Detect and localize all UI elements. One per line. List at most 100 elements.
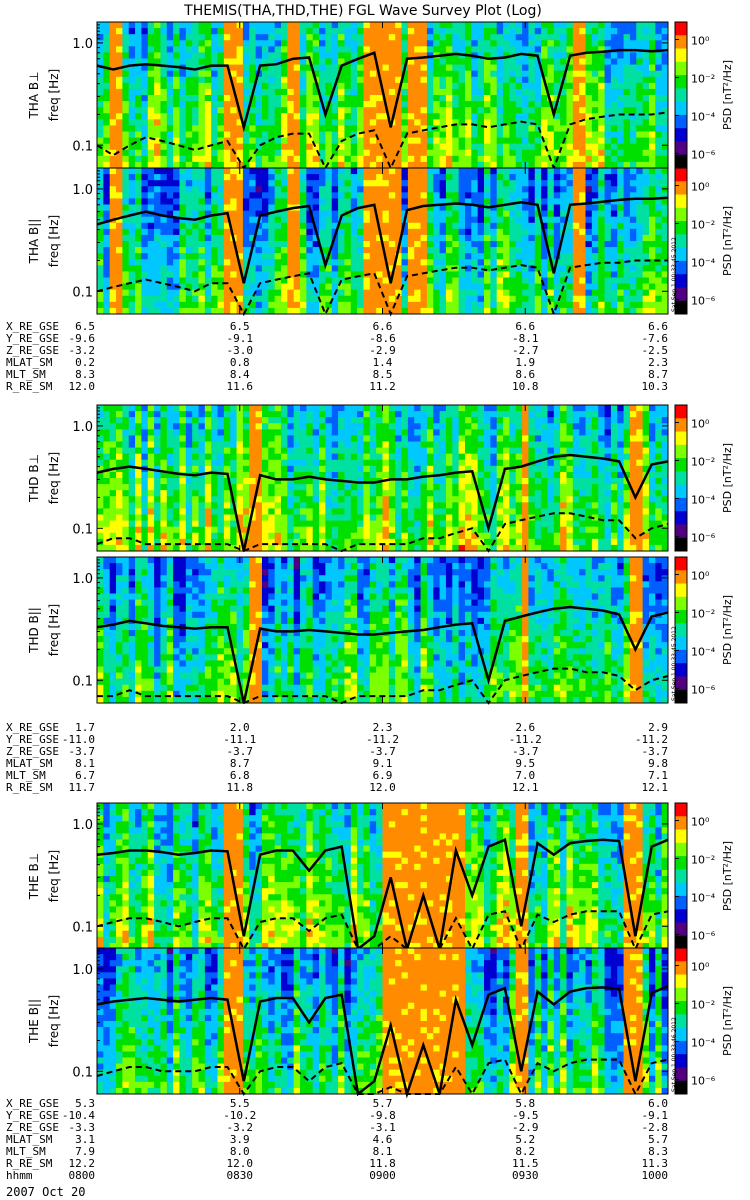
spectrogram-cell (407, 76, 415, 84)
spectrogram-cell (255, 241, 263, 248)
spectrogram-cell (160, 295, 168, 303)
spectrogram-cell (154, 58, 161, 66)
spectrogram-cell (293, 88, 301, 96)
spectrogram-cell (648, 259, 656, 266)
spectrogram-cell (357, 149, 364, 157)
spectrogram-cell (503, 307, 510, 315)
spectrogram-cell (185, 34, 193, 41)
spectrogram-cell (534, 271, 542, 278)
spectrogram-cell (426, 301, 434, 309)
spectrogram-cell (534, 28, 542, 35)
spectrogram-cell (522, 70, 529, 78)
spectrogram-cell (230, 435, 238, 442)
spectrogram-cell (128, 526, 136, 534)
spectrogram-cell (154, 82, 161, 90)
spectrogram-cell (484, 283, 491, 291)
spectrogram-cell (401, 259, 409, 266)
spectrogram-cell (179, 459, 187, 467)
spectrogram-cell (135, 149, 142, 157)
spectrogram-cell (566, 222, 574, 230)
spectrogram-cell (604, 64, 612, 72)
spectrogram-cell (445, 222, 453, 230)
spectrogram-cell (249, 82, 257, 90)
spectrogram-cell (319, 119, 326, 126)
spectrogram-cell (103, 101, 111, 108)
spectrogram-cell (173, 22, 180, 29)
spectrogram-cell (553, 295, 561, 303)
spectrogram-cell (363, 307, 371, 315)
spectrogram-cell (147, 447, 155, 455)
spectrogram-cell (160, 502, 168, 509)
spectrogram-cell (173, 514, 180, 522)
spectrogram-cell (109, 435, 117, 442)
spectrogram-cell (433, 88, 441, 96)
spectrogram-cell (433, 247, 441, 254)
spectrogram-cell (439, 101, 447, 108)
spectrogram-cell (414, 222, 422, 230)
spectrogram-cell (515, 46, 523, 53)
spectrogram-cell (198, 113, 206, 120)
spectrogram-cell (401, 52, 409, 59)
spectrogram-cell (255, 295, 263, 303)
spectrogram-cell (192, 192, 200, 199)
spectrogram-cell (369, 265, 377, 272)
spectrogram-cell (223, 186, 231, 193)
spectrogram-cell (97, 46, 104, 53)
spectrogram-cell (661, 119, 669, 126)
spectrogram-cell (160, 277, 168, 285)
spectrogram-cell (147, 484, 155, 491)
spectrogram-cell (135, 137, 142, 145)
spectrogram-cell (204, 301, 212, 309)
spectrogram-cell (306, 101, 314, 108)
spectrogram-cell (357, 241, 364, 248)
spectrogram-cell (579, 155, 587, 163)
spectrogram-cell (357, 52, 364, 59)
spectrogram-cell (274, 131, 282, 139)
spectrogram-cell (458, 307, 466, 315)
spectrogram-cell (484, 101, 491, 108)
spectrogram-cell (655, 271, 663, 278)
spectrogram-cell (566, 76, 574, 84)
spectrogram-cell (344, 28, 352, 35)
spectrogram-cell (503, 259, 510, 266)
spectrogram-cell (477, 198, 485, 205)
spectrogram-cell (610, 253, 618, 260)
spectrogram-cell (173, 411, 180, 418)
spectrogram-cell (610, 70, 618, 78)
spectrogram-cell (541, 253, 548, 260)
spectrogram-cell (154, 478, 161, 485)
spectrogram-cell (280, 46, 288, 53)
spectrogram-cell (109, 502, 117, 509)
spectrogram-cell (623, 271, 631, 278)
spectrogram-cell (204, 417, 212, 424)
spectrogram-cell (338, 107, 345, 114)
spectrogram-cell (109, 137, 117, 145)
spectrogram-cell (388, 101, 396, 108)
spectrogram-cell (528, 228, 536, 236)
spectrogram-cell (166, 532, 174, 540)
spectrogram-cell (135, 131, 142, 139)
spectrogram-cell (528, 295, 536, 303)
spectrogram-cell (623, 143, 631, 151)
spectrogram-cell (211, 186, 219, 193)
spectrogram-cell (185, 228, 193, 236)
spectrogram-cell (331, 301, 339, 309)
spectrogram-cell (204, 88, 212, 96)
spectrogram-cell (636, 149, 644, 157)
spectrogram-cell (458, 198, 466, 205)
spectrogram-cell (268, 137, 276, 145)
spectrogram-cell (623, 289, 631, 297)
spectrogram-cell (135, 204, 142, 212)
spectrogram-cell (623, 241, 631, 248)
spectrogram-cell (97, 137, 104, 145)
spectrogram-cell (128, 259, 136, 266)
spectrogram-cell (464, 95, 472, 102)
spectrogram-cell (211, 34, 219, 41)
spectrogram-cell (496, 241, 504, 248)
spectrogram-cell (128, 234, 136, 242)
spectrogram-cell (122, 265, 130, 272)
spectrogram-cell (636, 301, 644, 309)
spectrogram-cell (97, 502, 104, 509)
spectrogram-cell (230, 514, 238, 522)
spectrogram-cell (655, 113, 663, 120)
